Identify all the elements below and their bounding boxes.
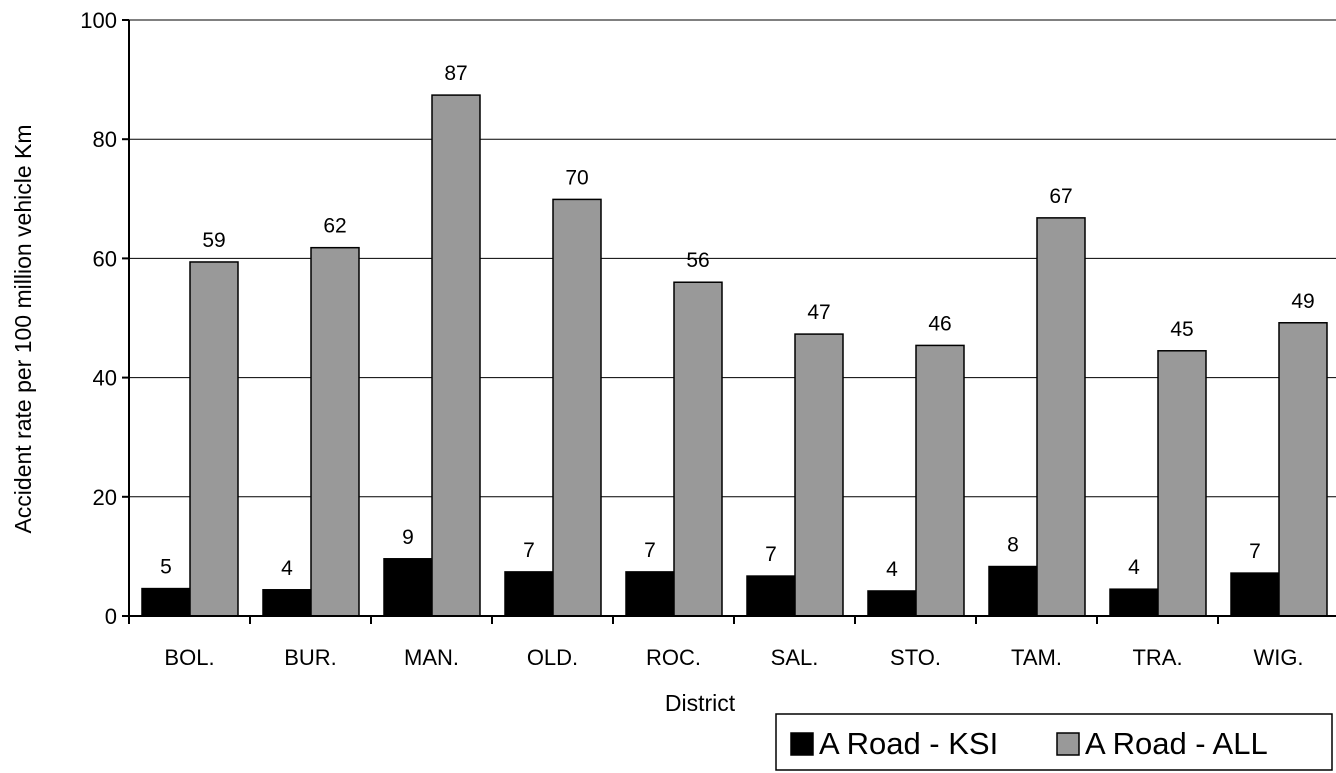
bar-all: [1157, 350, 1207, 617]
y-tick-label: 40: [93, 366, 117, 391]
data-label: 70: [565, 166, 588, 189]
legend-label-ksi: A Road - KSI: [819, 726, 998, 761]
data-labels: 5 59 4 62 9 87 7 70 7 56 7 47 4 46 8 67 4 45 7 49: [160, 62, 1315, 581]
bar-all: [1036, 217, 1086, 617]
bar-ksi: [1230, 572, 1280, 617]
bar-all: [552, 198, 602, 617]
data-label: 56: [686, 249, 709, 272]
data-label: 49: [1291, 290, 1314, 313]
legend-swatch-all: [1056, 732, 1080, 756]
x-tick-label: TRA.: [1132, 645, 1182, 670]
data-label: 59: [202, 229, 225, 252]
bar-ksi: [988, 565, 1038, 617]
legend: A Road - KSI A Road - ALL: [775, 713, 1333, 771]
x-tick-label: STO.: [890, 645, 941, 670]
bar-ksi: [1109, 588, 1159, 617]
x-tick-label: ROC.: [646, 645, 701, 670]
bar-ksi: [867, 590, 917, 617]
bar-ksi: [262, 589, 312, 617]
x-axis-title: District: [665, 690, 736, 716]
x-tick-labels: BOL. BUR. MAN. OLD. ROC. SAL. STO. TAM. TRA. WIG.: [164, 645, 1303, 670]
data-label: 7: [1249, 540, 1261, 563]
data-label: 45: [1170, 318, 1193, 341]
y-tick-labels: 0 20 40 60 80 100: [80, 8, 117, 629]
data-label: 8: [1007, 534, 1019, 557]
data-label: 7: [644, 539, 656, 562]
gridlines: [129, 19, 1336, 498]
axes: [122, 19, 1336, 624]
bar-ksi: [141, 587, 191, 617]
legend-swatch-ksi: [790, 732, 814, 756]
data-label: 67: [1049, 185, 1072, 208]
bar-all: [794, 333, 844, 617]
y-tick-label: 60: [93, 246, 117, 271]
bar-all: [1278, 322, 1328, 617]
x-tick-label: SAL.: [771, 645, 819, 670]
data-label: 46: [928, 312, 951, 335]
bar-ksi: [383, 558, 433, 617]
y-axis-title: Accident rate per 100 million vehicle Km: [10, 124, 36, 533]
bar-ksi: [504, 571, 554, 617]
x-tick-label: MAN.: [404, 645, 459, 670]
y-tick-label: 20: [93, 485, 117, 510]
data-label: 5: [160, 556, 172, 579]
bar-ksi: [746, 575, 796, 617]
data-label: 87: [444, 62, 467, 85]
bar-all: [431, 94, 481, 617]
data-label: 4: [1128, 556, 1140, 579]
data-label: 4: [281, 557, 293, 580]
y-tick-label: 100: [80, 8, 117, 33]
bar-all: [310, 246, 360, 617]
data-label: 4: [886, 558, 898, 581]
legend-frame: [775, 713, 1333, 771]
x-tick-label: BOL.: [164, 645, 214, 670]
x-tick-label: BUR.: [284, 645, 337, 670]
legend-label-all: A Road - ALL: [1085, 726, 1268, 761]
data-label: 9: [402, 526, 414, 549]
bar-ksi: [625, 571, 675, 617]
x-tick-label: TAM.: [1011, 645, 1062, 670]
data-label: 7: [523, 539, 535, 562]
bars: [141, 94, 1328, 617]
data-label: 47: [807, 301, 830, 324]
x-tick-label: WIG.: [1253, 645, 1303, 670]
x-tick-label: OLD.: [527, 645, 578, 670]
y-tick-label: 0: [105, 604, 117, 629]
data-label: 62: [323, 215, 346, 238]
data-label: 7: [765, 543, 777, 566]
y-tick-label: 80: [93, 127, 117, 152]
bar-all: [189, 261, 239, 617]
bar-all: [915, 344, 965, 617]
bar-all: [673, 281, 723, 617]
